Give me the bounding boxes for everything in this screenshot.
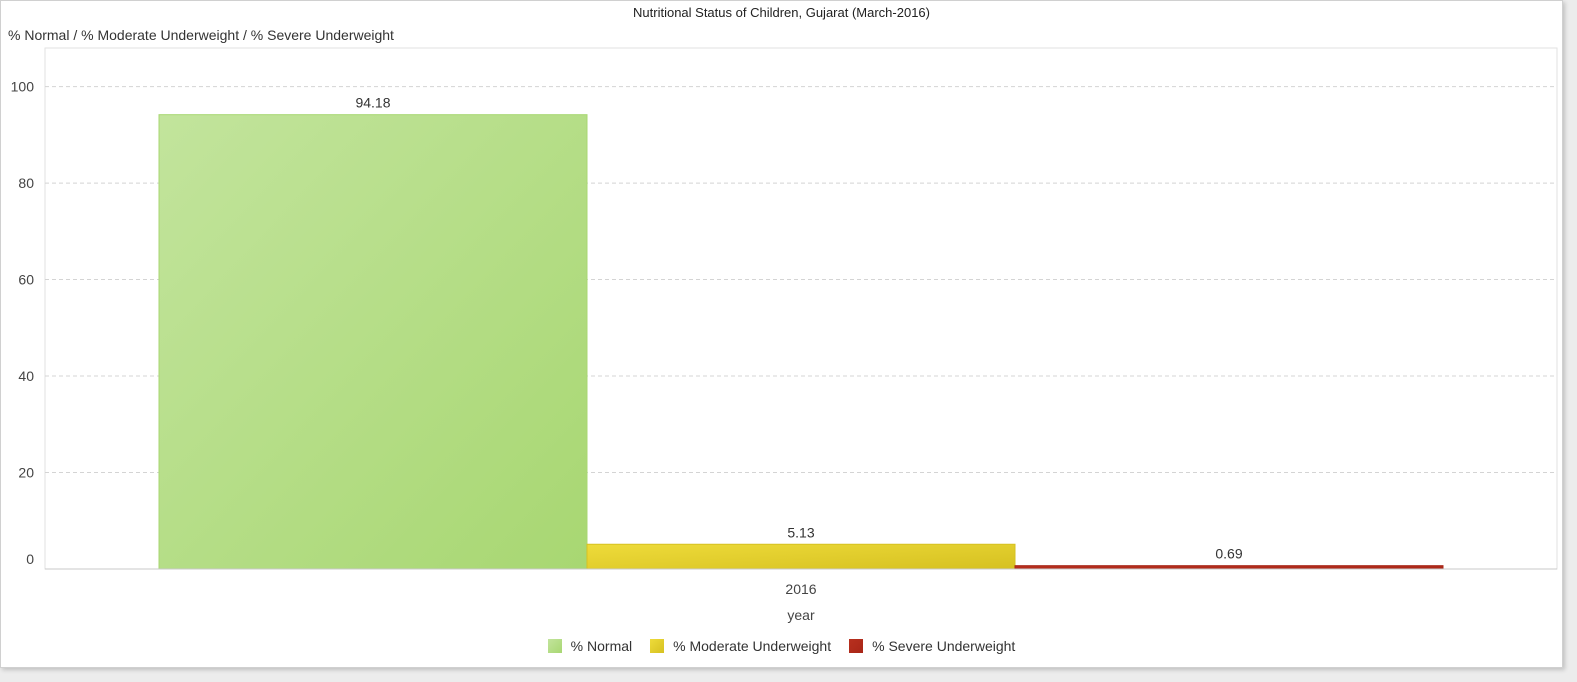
y-tick-label-100: 100	[11, 79, 35, 95]
data-label-severe-underweight: 0.69	[1215, 546, 1242, 562]
y-tick-label-20: 20	[18, 465, 34, 481]
legend-label-moderate-underweight: % Moderate Underweight	[673, 638, 832, 654]
data-label-moderate-underweight: 5.13	[787, 524, 814, 540]
legend-swatch-moderate-underweight	[650, 639, 665, 653]
legend-label-normal: % Normal	[570, 638, 633, 654]
x-axis-title: year	[787, 607, 815, 623]
legend-item-normal[interactable]: % Normal	[547, 638, 633, 654]
legend-label-severe-underweight: % Severe Underweight	[872, 638, 1016, 654]
x-tick-label-2016: 2016	[785, 581, 816, 597]
y-tick-label-80: 80	[18, 175, 34, 191]
legend: % Normal % Moderate Underweight % Severe…	[0, 638, 1563, 654]
y-tick-label-0: 0	[26, 551, 34, 567]
legend-item-moderate-underweight[interactable]: % Moderate Underweight	[650, 638, 831, 654]
legend-swatch-severe-underweight	[849, 639, 864, 653]
y-axis-title: % Normal / % Moderate Underweight / % Se…	[8, 27, 394, 43]
chart-title: Nutritional Status of Children, Gujarat …	[633, 5, 930, 20]
bar-normal[interactable]	[158, 114, 588, 570]
legend-item-severe-underweight[interactable]: % Severe Underweight	[849, 638, 1015, 654]
legend-swatch-normal	[547, 639, 562, 653]
bar-moderate-underweight[interactable]	[586, 543, 1016, 570]
y-tick-label-60: 60	[18, 272, 34, 288]
data-label-normal: 94.18	[355, 95, 390, 111]
y-tick-label-40: 40	[18, 368, 34, 384]
